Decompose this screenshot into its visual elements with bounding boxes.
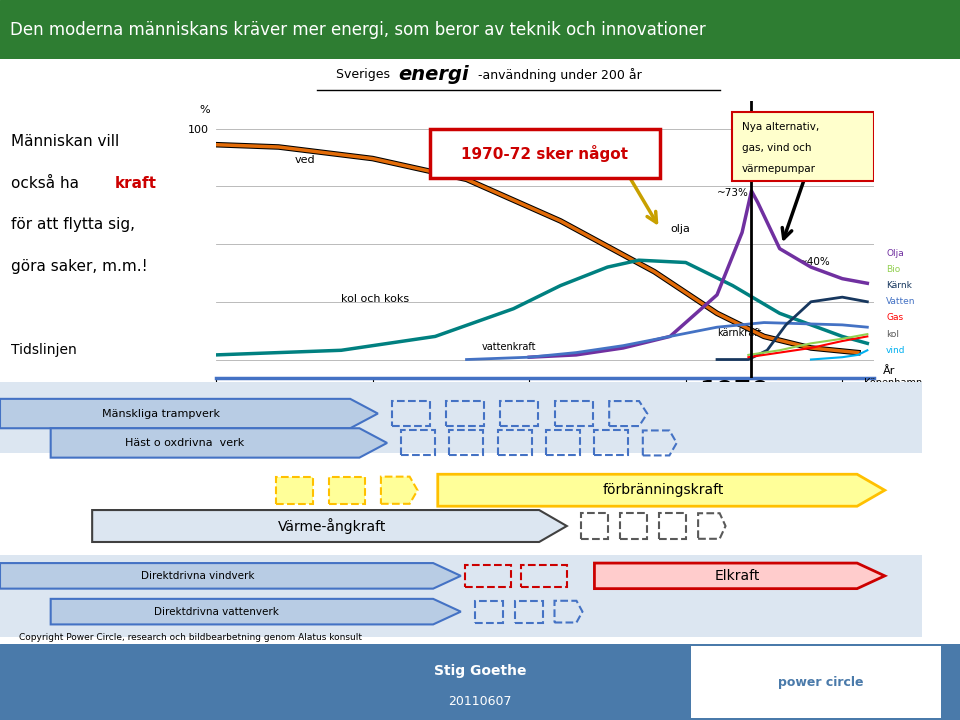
Polygon shape	[0, 399, 378, 428]
Text: också ha: också ha	[11, 176, 84, 191]
Text: %: %	[199, 105, 209, 115]
Bar	[446, 401, 484, 426]
Text: förbränningskraft: förbränningskraft	[603, 483, 724, 498]
Bar	[401, 431, 435, 456]
Bar	[500, 401, 539, 426]
Bar	[276, 477, 313, 504]
Text: Mänskliga trampverk: Mänskliga trampverk	[103, 408, 220, 418]
Bar	[546, 431, 580, 456]
Bar	[328, 477, 365, 504]
Text: ved: ved	[295, 156, 315, 165]
Text: Värme-ångkraft: Värme-ångkraft	[277, 518, 386, 534]
Text: Häst o oxdrivna  verk: Häst o oxdrivna verk	[125, 438, 244, 448]
Text: vattenkraft: vattenkraft	[482, 342, 537, 352]
Bar	[581, 513, 608, 539]
Text: Copyright Power Circle, research och bildbearbetning genom Alatus konsult: Copyright Power Circle, research och bil…	[19, 633, 362, 642]
Bar	[520, 565, 566, 587]
Text: Kyoto: Kyoto	[864, 389, 891, 399]
Text: power circle: power circle	[778, 675, 863, 689]
Text: Människan vill: Människan vill	[11, 134, 119, 149]
Bar	[594, 431, 628, 456]
FancyBboxPatch shape	[430, 128, 660, 179]
Text: Kärnk: Kärnk	[886, 281, 912, 290]
Text: Bio: Bio	[886, 265, 900, 274]
Bar	[466, 565, 512, 587]
Bar	[449, 431, 483, 456]
Bar	[515, 600, 542, 623]
Polygon shape	[0, 563, 461, 589]
Text: Köpenhamn: Köpenhamn	[864, 378, 923, 388]
Text: 20110607: 20110607	[448, 695, 512, 708]
Polygon shape	[438, 474, 885, 506]
Bar	[392, 401, 430, 426]
Text: Direktdrivna vattenverk: Direktdrivna vattenverk	[155, 607, 279, 616]
Bar	[474, 600, 503, 623]
Polygon shape	[381, 477, 418, 504]
Text: Vatten: Vatten	[886, 297, 916, 306]
Text: olja: olja	[670, 225, 690, 235]
Text: energi: energi	[398, 65, 469, 84]
Bar	[659, 513, 686, 539]
Text: kol och koks: kol och koks	[341, 294, 409, 304]
Text: Stig Goethe: Stig Goethe	[434, 664, 526, 678]
Text: Elkraft: Elkraft	[714, 569, 760, 583]
Text: ~73%: ~73%	[717, 187, 749, 197]
Text: -användning under 200 år: -användning under 200 år	[478, 68, 642, 81]
Polygon shape	[51, 428, 387, 458]
Bar	[620, 513, 647, 539]
Text: Den moderna människans kräver mer energi, som beror av teknik och innovationer: Den moderna människans kräver mer energi…	[10, 20, 706, 38]
Text: vind: vind	[886, 346, 905, 355]
Text: Direktdrivna vindverk: Direktdrivna vindverk	[141, 571, 255, 581]
Text: kol: kol	[886, 330, 900, 338]
Text: Sveriges: Sveriges	[336, 68, 394, 81]
FancyBboxPatch shape	[732, 112, 874, 181]
Bar	[0, 555, 922, 637]
Text: kärnkraft: kärnkraft	[717, 328, 761, 338]
Text: Nya alternativ,: Nya alternativ,	[742, 122, 819, 132]
Text: 1970-72 sker något: 1970-72 sker något	[462, 145, 628, 162]
Text: 1970: 1970	[700, 379, 769, 403]
Text: Gas: Gas	[886, 313, 903, 323]
Text: för att flytta sig,: för att flytta sig,	[11, 217, 134, 233]
Bar	[555, 401, 593, 426]
Polygon shape	[51, 599, 461, 624]
Polygon shape	[92, 510, 566, 542]
Bar	[497, 431, 532, 456]
Polygon shape	[594, 563, 885, 589]
Text: ~40%: ~40%	[799, 257, 830, 267]
Text: Tidslinjen: Tidslinjen	[11, 343, 76, 357]
Bar	[0, 382, 922, 453]
Text: kraft: kraft	[115, 176, 157, 191]
Text: gas, vind och: gas, vind och	[742, 143, 811, 153]
Text: År: År	[883, 366, 896, 376]
Text: Olja: Olja	[886, 248, 904, 258]
Text: göra saker, m.m.!: göra saker, m.m.!	[11, 258, 147, 274]
Text: Bild 5: Bild 5	[892, 675, 936, 689]
Bar	[691, 646, 941, 719]
Text: värmepumpar: värmepumpar	[742, 163, 816, 174]
